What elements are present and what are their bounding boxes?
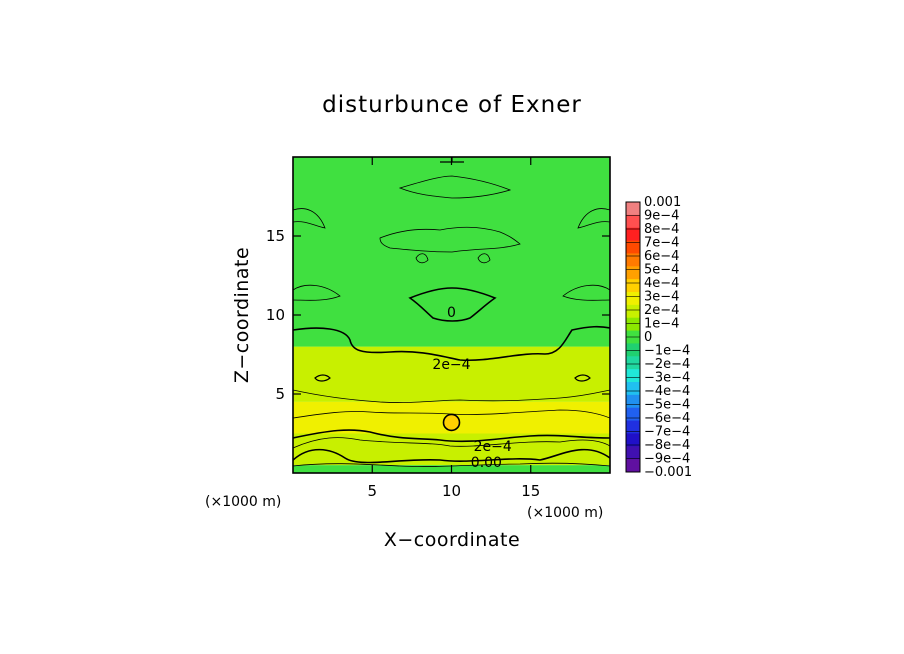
colorbar-label: 0 [644, 330, 652, 345]
colorbar-swatch [626, 317, 640, 331]
contour-line [293, 325, 610, 362]
contour-line [293, 284, 341, 301]
x-axis: 5 10 15 [367, 157, 540, 500]
contour-line [398, 175, 512, 199]
colorbar-label: −2e−4 [644, 357, 690, 372]
contour-line [293, 208, 326, 229]
colorbar-swatch [626, 343, 640, 357]
contour-line [293, 462, 610, 467]
colorbar-swatch [626, 266, 640, 280]
colorbar-label: −8e−4 [644, 438, 690, 453]
y-tick-label: 10 [266, 306, 285, 324]
contour-line [477, 253, 491, 264]
colorbar-label: 4e−4 [644, 276, 679, 291]
field-band [293, 346, 610, 402]
contour-line [562, 284, 610, 301]
colorbar-swatch [626, 420, 640, 434]
x-axis-unit: (×1000 m) [527, 505, 603, 521]
contour-line [293, 389, 610, 403]
colorbar-swatch [626, 227, 640, 241]
y-axis: 5 10 15 [266, 227, 610, 403]
y-axis-label: Z−coordinate [231, 247, 253, 383]
colorbar-swatch [626, 382, 640, 396]
contour-line [293, 448, 610, 464]
contour-line [314, 374, 331, 382]
contour-line [293, 429, 610, 443]
colorbar-label: 1e−4 [644, 317, 679, 332]
colorbar-swatch [626, 356, 640, 370]
colorbar-label: −0.001 [644, 465, 692, 480]
colorbar-label: −4e−4 [644, 384, 690, 399]
colorbar-swatch [626, 202, 640, 216]
contour-line [379, 226, 521, 253]
colorbar: 0.0019e−48e−47e−46e−45e−44e−43e−42e−41e−… [625, 195, 692, 480]
colorbar-label: 9e−4 [644, 209, 679, 224]
colorbar-swatch [626, 240, 640, 254]
colorbar-label: −9e−4 [644, 452, 690, 467]
colorbar-label: 6e−4 [644, 249, 679, 264]
field-band [293, 433, 610, 466]
contour-line [408, 287, 497, 322]
colorbar-label: −3e−4 [644, 371, 690, 386]
y-tick-label: 5 [275, 385, 285, 403]
contour-labels: 02e−42e−40.00 [432, 305, 511, 471]
colorbar-swatch [626, 433, 640, 447]
colorbar-label: 3e−4 [644, 290, 679, 305]
colorbar-swatch [626, 292, 640, 306]
colorbar-label: 7e−4 [644, 236, 679, 251]
colorbar-label: 8e−4 [644, 222, 679, 237]
colorbar-swatch [626, 304, 640, 319]
feature-circle [442, 413, 461, 432]
contour-label: 2e−4 [474, 439, 512, 455]
colorbar-label: 5e−4 [644, 263, 679, 278]
colorbar-swatch [626, 253, 640, 267]
colorbar-label: −5e−4 [644, 398, 690, 413]
colorbar-swatch [626, 407, 640, 421]
colorbar-swatch [626, 369, 640, 383]
colorbar-swatch [626, 214, 640, 229]
colorbar-swatch [626, 446, 640, 460]
contour-label: 2e−4 [432, 357, 470, 373]
y-tick-label: 15 [266, 227, 285, 245]
colorbar-label: 0.001 [644, 195, 681, 210]
colorbar-swatch [626, 394, 640, 409]
colorbar-swatch [626, 459, 640, 473]
contour-line [577, 208, 610, 229]
x-tick-label: 5 [367, 482, 377, 500]
colorbar-label: −6e−4 [644, 411, 690, 426]
y-axis-unit: (×1000 m) [205, 494, 281, 510]
x-tick-label: 15 [521, 482, 540, 500]
contour-label: 0.00 [471, 455, 502, 471]
contour-line [293, 437, 610, 449]
contour-label: 0 [447, 305, 456, 321]
contour-layer [293, 157, 610, 467]
colorbar-label: −7e−4 [644, 425, 690, 440]
colorbar-label: −1e−4 [644, 344, 690, 359]
contour-line [415, 253, 429, 264]
x-axis-label: X−coordinate [384, 529, 520, 551]
colorbar-swatch [626, 279, 640, 293]
x-tick-label: 10 [442, 482, 461, 500]
chart-title: disturbunce of Exner [322, 92, 582, 118]
colorbar-label: 2e−4 [644, 303, 679, 318]
contour-line [574, 374, 591, 382]
plot-area [293, 157, 610, 473]
